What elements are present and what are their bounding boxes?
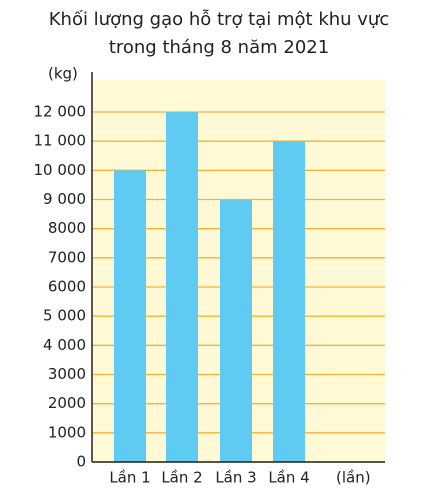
y-tick-label: 8000 <box>48 219 86 237</box>
x-tick-label: Lần 1 <box>109 469 150 487</box>
y-tick-label: 12 000 <box>34 103 87 121</box>
chart-title: Khối lượng gạo hỗ trợ tại một khu vực <box>49 9 390 30</box>
bar <box>220 199 252 462</box>
y-tick-label: 9 000 <box>43 190 86 208</box>
chart-title: trong tháng 8 năm 2021 <box>109 37 329 58</box>
y-tick-label: 10 000 <box>34 161 87 179</box>
bar <box>114 170 146 463</box>
y-axis-label: (kg) <box>48 65 78 83</box>
y-tick-label: 7000 <box>48 248 86 266</box>
x-axis-label: (lần) <box>336 469 371 487</box>
bar <box>166 112 198 462</box>
y-tick-label: 1000 <box>48 423 86 441</box>
y-tick-label: 0 <box>76 453 86 471</box>
y-tick-label: 3000 <box>48 365 86 383</box>
x-tick-label: Lần 2 <box>161 469 202 487</box>
x-tick-label: Lần 4 <box>268 469 309 487</box>
y-tick-label: 4 000 <box>43 336 86 354</box>
bar <box>273 141 305 462</box>
y-tick-label: 2000 <box>48 394 86 412</box>
x-tick-label: Lần 3 <box>215 469 256 487</box>
y-tick-label: 5 000 <box>43 307 86 325</box>
y-tick-label: 6000 <box>48 278 86 296</box>
y-tick-label: 11 000 <box>34 132 87 150</box>
